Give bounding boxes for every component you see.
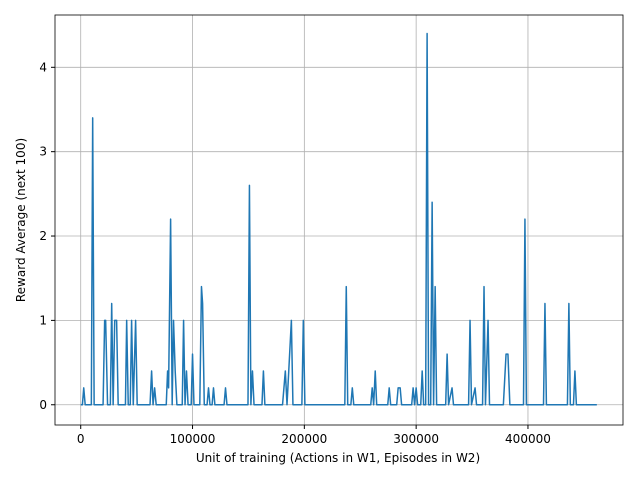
x-tick-label: 400000 bbox=[505, 432, 551, 446]
y-tick-label: 3 bbox=[39, 145, 47, 159]
x-tick-label: 200000 bbox=[281, 432, 327, 446]
x-axis-label: Unit of training (Actions in W1, Episode… bbox=[196, 451, 480, 465]
y-tick-label: 1 bbox=[39, 313, 47, 327]
plot-frame bbox=[54, 14, 624, 426]
x-tick-label: 0 bbox=[77, 432, 85, 446]
x-tick-label: 300000 bbox=[393, 432, 439, 446]
y-axis-label: Reward Average (next 100) bbox=[14, 138, 28, 302]
y-tick-label: 4 bbox=[39, 60, 47, 74]
data-line bbox=[80, 32, 597, 406]
y-tick-label: 0 bbox=[39, 398, 47, 412]
y-tick-label: 2 bbox=[39, 229, 47, 243]
x-tick-label: 100000 bbox=[170, 432, 216, 446]
